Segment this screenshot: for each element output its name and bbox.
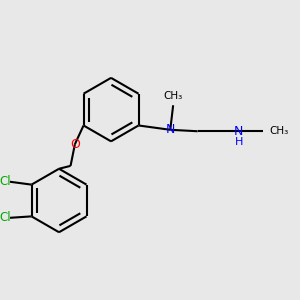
Text: O: O	[70, 138, 80, 151]
Text: N: N	[233, 125, 243, 138]
Text: Cl: Cl	[0, 211, 11, 224]
Text: H: H	[235, 137, 244, 147]
Text: CH₃: CH₃	[270, 126, 289, 136]
Text: Cl: Cl	[0, 175, 11, 188]
Text: CH₃: CH₃	[164, 91, 183, 101]
Text: N: N	[166, 123, 175, 136]
